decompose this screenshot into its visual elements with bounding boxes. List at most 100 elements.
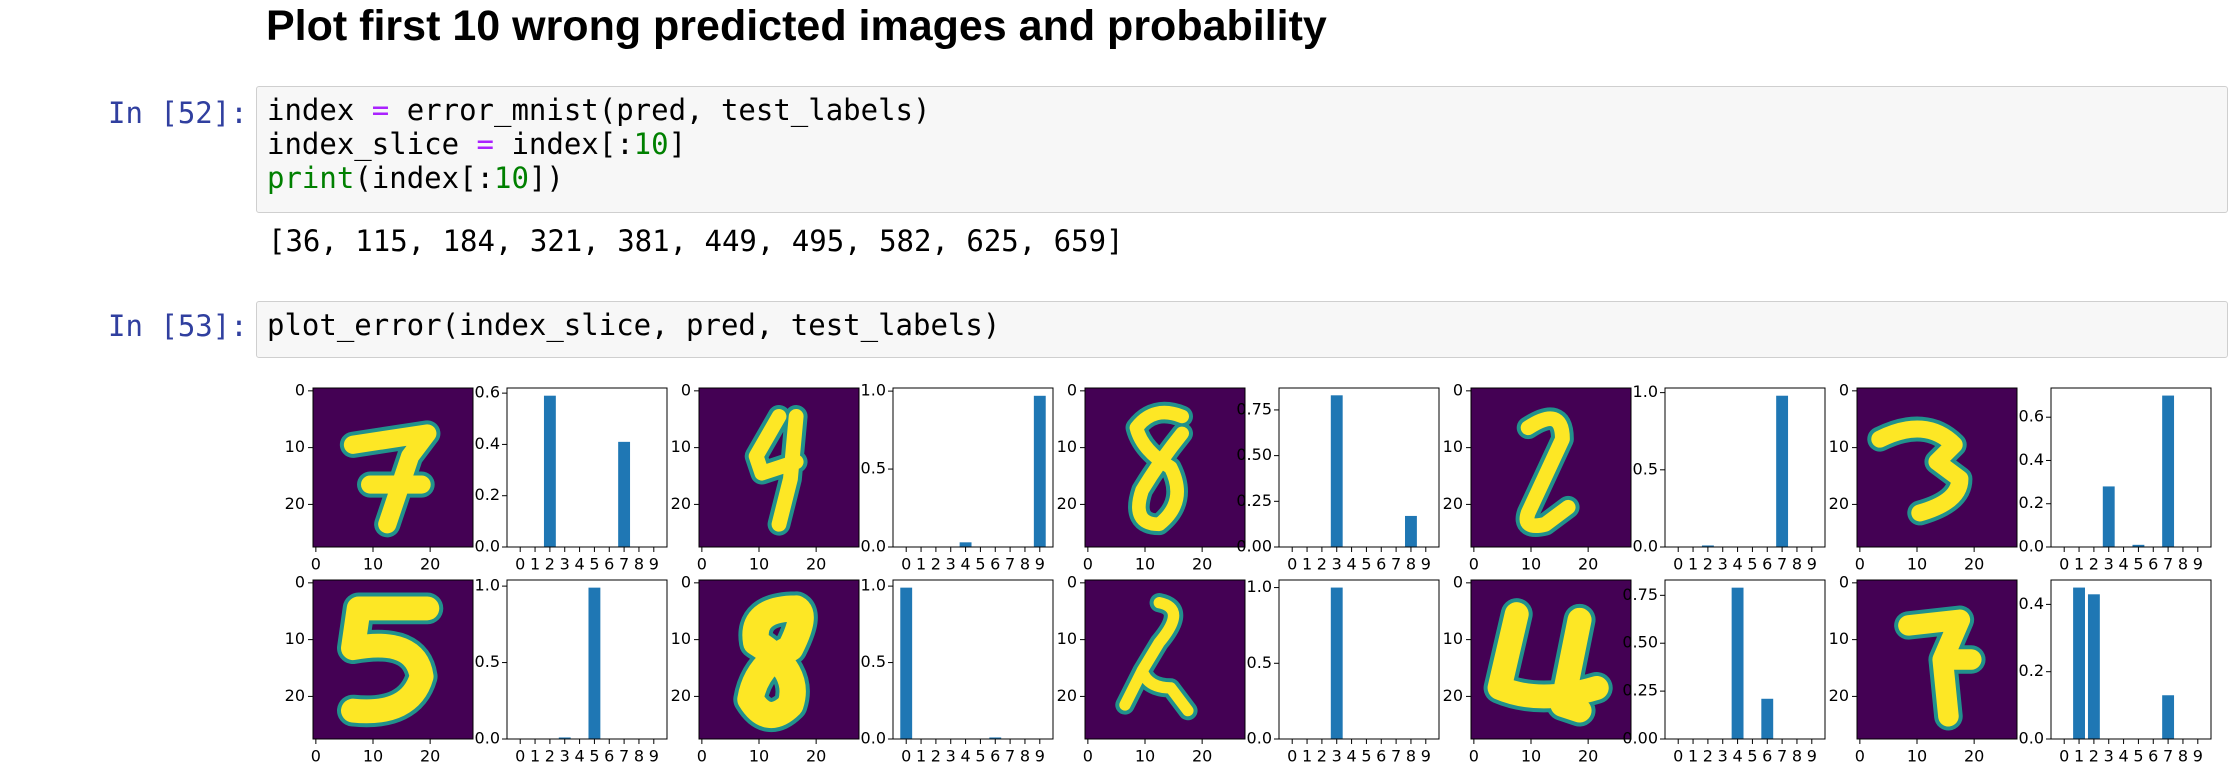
x-tick-label: 9 xyxy=(1807,555,1817,574)
y-tick-label: 0.75 xyxy=(1236,399,1272,418)
x-tick-label: 4 xyxy=(1732,555,1742,574)
digit-image xyxy=(1894,605,1986,731)
x-tick-label: 1 xyxy=(530,747,540,766)
x-tick-label: 20 xyxy=(1964,747,1984,766)
x-tick-label: 4 xyxy=(960,555,970,574)
y-tick-label: 0.0 xyxy=(2019,729,2044,748)
bar xyxy=(1761,698,1774,739)
y-tick-label: 0.0 xyxy=(475,729,500,748)
x-tick-label: 7 xyxy=(1391,555,1401,574)
x-tick-label: 0 xyxy=(697,555,707,574)
y-tick-label: 20 xyxy=(1443,494,1463,513)
x-tick-label: 9 xyxy=(1035,747,1045,766)
x-tick-label: 3 xyxy=(1718,555,1728,574)
y-tick-label: 0 xyxy=(1839,572,1849,591)
x-tick-label: 10 xyxy=(749,555,769,574)
x-tick-label: 5 xyxy=(589,555,599,574)
x-tick-label: 8 xyxy=(2178,555,2188,574)
y-tick-label: 0.50 xyxy=(1622,633,1658,652)
x-tick-label: 3 xyxy=(1332,747,1342,766)
x-tick-label: 7 xyxy=(1777,555,1787,574)
digit-image xyxy=(1515,407,1580,538)
image-frame xyxy=(1470,579,1632,740)
digit-stroke xyxy=(748,409,804,532)
y-tick-label: 10 xyxy=(671,629,691,648)
y-tick-label: 0 xyxy=(1067,380,1077,399)
bar xyxy=(2162,395,2175,547)
x-tick-label: 10 xyxy=(1907,555,1927,574)
code-token: (index[: xyxy=(354,161,494,195)
x-tick-label: 2 xyxy=(1317,747,1327,766)
y-tick-label: 0.2 xyxy=(2019,493,2044,512)
y-tick-label: 0.5 xyxy=(861,459,886,478)
x-tick-label: 4 xyxy=(1732,747,1742,766)
bar xyxy=(1405,515,1417,547)
code-line: print(index[:10]) xyxy=(267,161,2217,195)
y-tick-label: 0.00 xyxy=(1236,537,1272,556)
x-tick-label: 3 xyxy=(1332,555,1342,574)
x-tick-label: 9 xyxy=(1035,555,1045,574)
x-tick-label: 0 xyxy=(697,747,707,766)
y-tick-label: 0.50 xyxy=(1236,445,1272,464)
x-tick-label: 4 xyxy=(1346,555,1356,574)
x-tick-label: 0 xyxy=(2059,747,2069,766)
code-token: 10 xyxy=(494,161,529,195)
y-tick-label: 0 xyxy=(681,572,691,591)
x-tick-label: 2 xyxy=(2089,747,2099,766)
code-cell[interactable]: index = error_mnist(pred, test_labels) in… xyxy=(256,86,2228,213)
x-tick-label: 8 xyxy=(1406,555,1416,574)
code-token: 10 xyxy=(633,127,669,161)
x-tick-label: 8 xyxy=(634,555,644,574)
x-tick-label: 3 xyxy=(946,747,956,766)
bar xyxy=(1701,545,1714,547)
bar-frame xyxy=(892,387,1054,548)
bar xyxy=(1776,395,1789,547)
x-tick-label: 6 xyxy=(1376,555,1386,574)
bar xyxy=(2087,594,2100,739)
x-tick-label: 10 xyxy=(1135,747,1155,766)
x-tick-label: 2 xyxy=(2089,555,2099,574)
x-tick-label: 0 xyxy=(311,555,321,574)
image-frame xyxy=(1470,387,1632,548)
x-tick-label: 6 xyxy=(1376,747,1386,766)
y-tick-label: 0.5 xyxy=(475,652,500,671)
y-tick-label: 20 xyxy=(285,494,305,513)
y-tick-label: 0.25 xyxy=(1236,491,1272,510)
bar xyxy=(2162,695,2175,739)
image-frame xyxy=(312,579,474,740)
y-tick-label: 0 xyxy=(1453,572,1463,591)
prompt: In [52]: xyxy=(108,96,248,130)
x-tick-label: 0 xyxy=(1855,555,1865,574)
y-tick-label: 0 xyxy=(1839,380,1849,399)
x-tick-label: 9 xyxy=(2193,747,2203,766)
x-tick-label: 0 xyxy=(1673,555,1683,574)
x-tick-label: 10 xyxy=(1521,555,1541,574)
x-tick-label: 5 xyxy=(975,555,985,574)
y-tick-label: 20 xyxy=(1443,686,1463,705)
x-tick-label: 5 xyxy=(1747,747,1757,766)
x-tick-label: 7 xyxy=(1005,747,1015,766)
y-tick-label: 10 xyxy=(1443,629,1463,648)
bar-frame xyxy=(892,579,1054,740)
x-tick-label: 7 xyxy=(2163,747,2173,766)
code-cell[interactable]: plot_error(index_slice, pred, test_label… xyxy=(256,301,2228,358)
y-tick-label: 10 xyxy=(671,437,691,456)
x-tick-label: 5 xyxy=(975,747,985,766)
y-tick-label: 20 xyxy=(1057,686,1077,705)
bar-frame xyxy=(1278,579,1440,740)
bar xyxy=(618,441,631,547)
y-tick-label: 1.0 xyxy=(861,576,886,595)
bar-frame xyxy=(2050,387,2212,548)
bar xyxy=(2132,544,2145,547)
y-tick-label: 0.0 xyxy=(861,537,886,556)
y-tick-label: 0.4 xyxy=(2019,594,2044,613)
x-tick-label: 6 xyxy=(990,747,1000,766)
digit-stroke xyxy=(1119,597,1194,717)
digit-stroke xyxy=(341,596,440,724)
x-tick-label: 20 xyxy=(1578,555,1598,574)
digit-stroke xyxy=(1519,411,1576,534)
code-token: print xyxy=(267,161,355,195)
x-tick-label: 1 xyxy=(2074,555,2084,574)
